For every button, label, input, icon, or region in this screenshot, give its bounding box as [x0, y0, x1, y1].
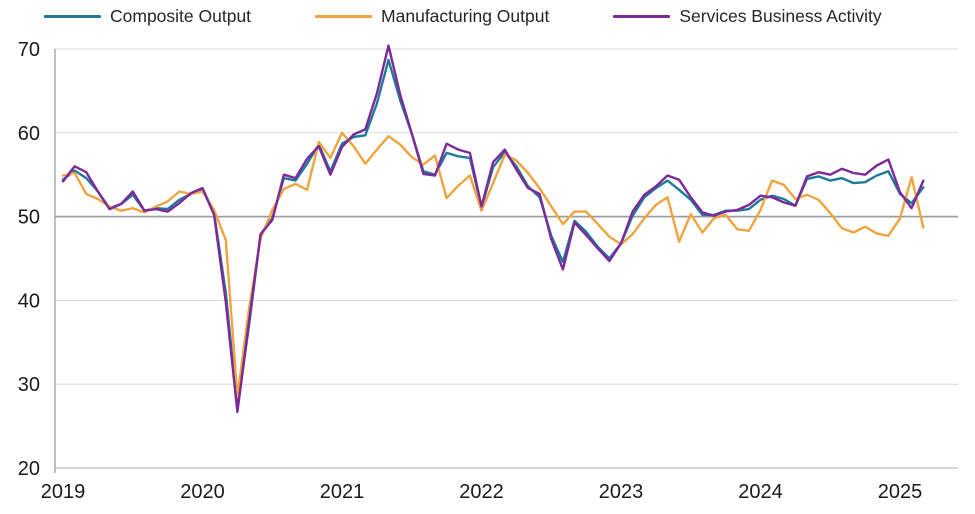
x-axis-label-2021: 2021	[320, 481, 365, 503]
x-axis-label-2020: 2020	[180, 481, 225, 503]
y-axis-label-40: 40	[18, 290, 40, 312]
services-line-swatch-icon	[613, 15, 671, 18]
x-axis-label-2022: 2022	[459, 481, 504, 503]
composite-line-swatch-icon	[44, 15, 101, 18]
legend-label-composite: Composite Output	[110, 6, 252, 26]
legend-item-composite: Composite Output	[44, 6, 251, 27]
manufacturing-line-swatch-icon	[315, 15, 373, 18]
series-line-composite-output	[61, 58, 925, 411]
y-axis-label-60: 60	[18, 123, 40, 145]
x-axis-label-2024: 2024	[738, 481, 783, 503]
x-axis-label-2025: 2025	[878, 481, 923, 503]
y-axis-label-30: 30	[18, 374, 40, 396]
x-axis-label-2019: 2019	[41, 481, 86, 503]
legend-item-manufacturing: Manufacturing Output	[315, 6, 549, 27]
legend-label-manufacturing: Manufacturing Output	[381, 6, 550, 26]
y-axis-label-20: 20	[18, 458, 40, 480]
y-axis-label-70: 70	[18, 39, 40, 61]
chart-legend: Composite Output Manufacturing Output Se…	[44, 6, 882, 27]
legend-item-services: Services Business Activity	[613, 6, 882, 27]
legend-label-services: Services Business Activity	[679, 6, 882, 26]
series-line-services-business-activity	[61, 44, 925, 414]
series-line-manufacturing-output	[61, 131, 925, 398]
x-axis-label-2023: 2023	[599, 481, 644, 503]
y-axis-label-50: 50	[18, 207, 40, 229]
